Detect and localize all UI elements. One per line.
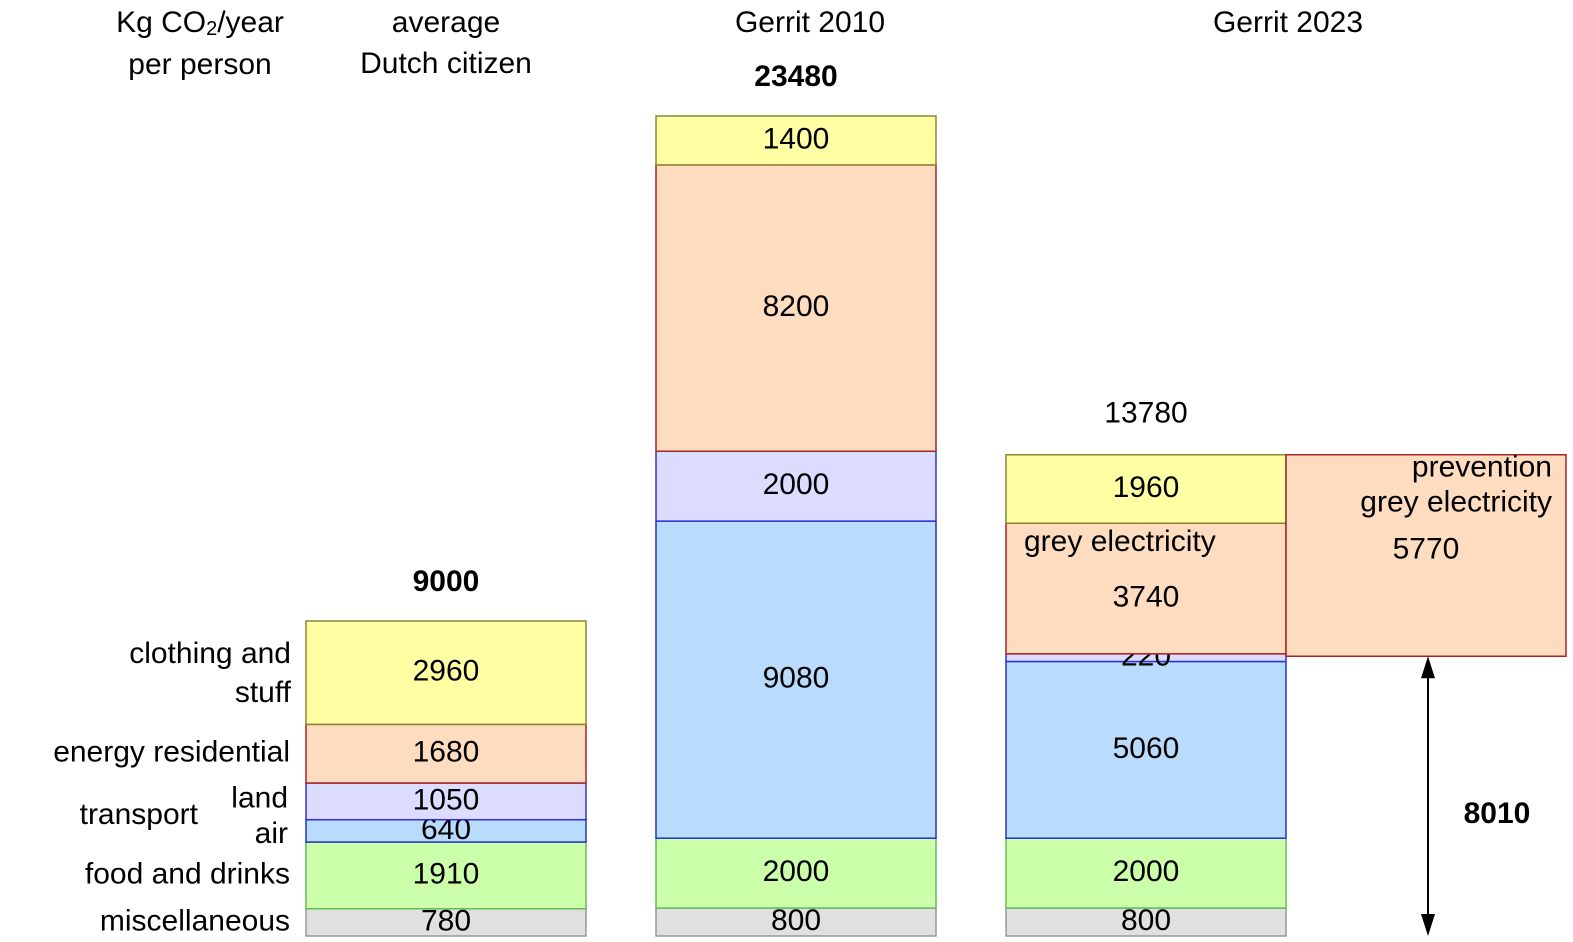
group-label: transport — [80, 798, 199, 831]
value-label: 2960 — [413, 655, 480, 688]
y-label-part: /year — [217, 6, 284, 39]
value-label: 2000 — [763, 468, 830, 501]
column-label: Dutch citizen — [360, 47, 532, 80]
value-label: 5060 — [1113, 732, 1180, 765]
segment — [655, 115, 937, 166]
value-label: 800 — [1121, 904, 1171, 937]
value-label: 780 — [421, 904, 471, 937]
segment — [305, 723, 587, 784]
arrow-head — [1421, 914, 1435, 936]
y-label-sub: 2 — [206, 18, 217, 40]
legend-label: energy residential — [53, 736, 290, 769]
value-label: 2000 — [1113, 855, 1180, 888]
total-label: 23480 — [754, 60, 837, 93]
prevention-value: 5770 — [1393, 533, 1460, 566]
arrow-head — [1421, 656, 1435, 679]
column-label: Gerrit 2010 — [735, 6, 885, 39]
legend-label: land — [231, 781, 288, 814]
segment — [305, 908, 587, 937]
value-label: 1400 — [763, 122, 830, 155]
total-label: 9000 — [413, 565, 480, 598]
segment — [655, 450, 937, 522]
legend-label: food and drinks — [85, 857, 290, 890]
value-label: 1960 — [1113, 471, 1180, 504]
value-label: 1910 — [413, 857, 480, 890]
value-label: 1050 — [413, 783, 480, 816]
legend-label: miscellaneous — [100, 904, 290, 937]
legend-label: air — [255, 817, 288, 850]
y-label-part: Kg CO — [116, 6, 206, 39]
y-label: per person — [128, 48, 271, 81]
segment — [1005, 454, 1287, 524]
prevention-label: prevention — [1412, 451, 1552, 484]
segment — [1005, 660, 1287, 839]
prevention-label: grey electricity — [1360, 486, 1552, 519]
total-label: 13780 — [1104, 397, 1187, 430]
segment — [1005, 907, 1287, 937]
prevention-box — [1285, 454, 1567, 658]
value-label: 9080 — [763, 662, 830, 695]
legend-label: clothing and stuff — [129, 636, 291, 709]
remaining-label: 8010 — [1464, 797, 1531, 830]
segment — [1005, 522, 1287, 655]
value-label: 8200 — [763, 290, 830, 323]
segment — [1005, 837, 1287, 909]
segment-note: grey electricity — [1024, 525, 1216, 558]
segment — [655, 520, 937, 839]
column-label: Gerrit 2023 — [1213, 6, 1363, 39]
value-label: 2000 — [763, 855, 830, 888]
value-label: 800 — [771, 904, 821, 937]
value-label: 1680 — [413, 736, 480, 769]
value-label: 3740 — [1113, 580, 1180, 613]
y-label: Kg CO2/year — [116, 6, 284, 40]
column-label: average — [392, 6, 500, 39]
segment — [305, 620, 587, 726]
segment — [655, 907, 937, 937]
segment — [655, 164, 937, 453]
